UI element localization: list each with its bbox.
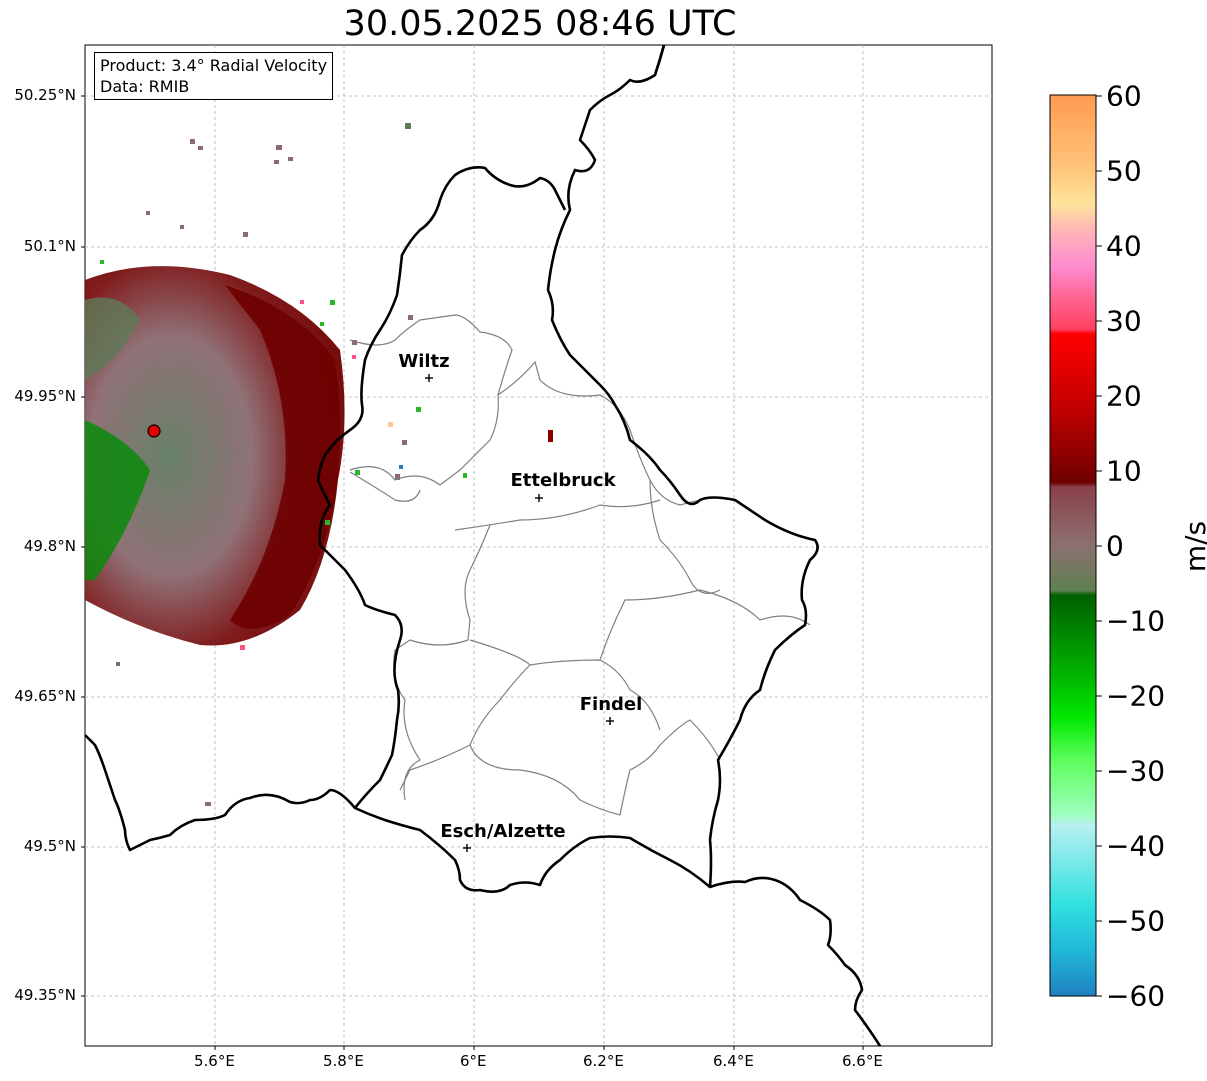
colorbar-tick-label: −40	[1106, 829, 1166, 863]
data-source-label: Data: RMIB	[100, 77, 190, 96]
colorbar	[1049, 94, 1097, 997]
lon-label: 6.2°E	[583, 1052, 624, 1070]
lat-label: 49.65°N	[14, 687, 76, 705]
lon-label: 5.8°E	[323, 1052, 364, 1070]
city-label-wiltz: Wiltz	[398, 351, 450, 372]
colorbar-tick-label: 30	[1106, 304, 1142, 338]
colorbar-tick-label: 10	[1106, 454, 1142, 488]
colorbar-tick-label: −50	[1106, 904, 1166, 938]
radar-site-marker	[147, 424, 161, 438]
lon-label: 5.6°E	[194, 1052, 235, 1070]
national-borders	[84, 44, 882, 1047]
colorbar-tick-label: 50	[1106, 154, 1142, 188]
lat-label: 50.25°N	[14, 86, 76, 104]
city-label-ettelbruck: Ettelbruck	[510, 470, 616, 491]
radar-echo	[85, 123, 553, 806]
lat-label: 49.8°N	[23, 537, 76, 555]
lon-label: 6.6°E	[842, 1052, 883, 1070]
colorbar-tick-label: −10	[1106, 604, 1166, 638]
colorbar-ticks	[1096, 95, 1102, 997]
colorbar-tick-label: 40	[1106, 229, 1142, 263]
colorbar-tick-label: 60	[1106, 79, 1142, 113]
city-label-findel: Findel	[579, 694, 643, 715]
colorbar-tick-label: −20	[1106, 679, 1166, 713]
city-markers	[425, 374, 614, 852]
lat-label: 50.1°N	[23, 237, 76, 255]
lon-label: 6°E	[460, 1052, 487, 1070]
colorbar-tick-label: −60	[1106, 979, 1166, 1013]
colorbar-tick-label: 20	[1106, 379, 1142, 413]
lat-label: 49.95°N	[14, 387, 76, 405]
city-label-esch-alzette: Esch/Alzette	[440, 821, 566, 842]
lat-label: 49.5°N	[23, 837, 76, 855]
lon-label: 6.4°E	[713, 1052, 754, 1070]
map-title: 30.05.2025 08:46 UTC	[343, 4, 737, 44]
lat-label: 49.35°N	[14, 986, 76, 1004]
colorbar-unit-label: m/s	[1179, 520, 1207, 573]
product-info-box: Product: 3.4° Radial Velocity Data: RMIB	[94, 52, 334, 100]
colorbar-tick-label: 0	[1106, 529, 1124, 563]
colorbar-tick-label: −30	[1106, 754, 1166, 788]
product-label: Product: 3.4° Radial Velocity	[100, 56, 328, 75]
